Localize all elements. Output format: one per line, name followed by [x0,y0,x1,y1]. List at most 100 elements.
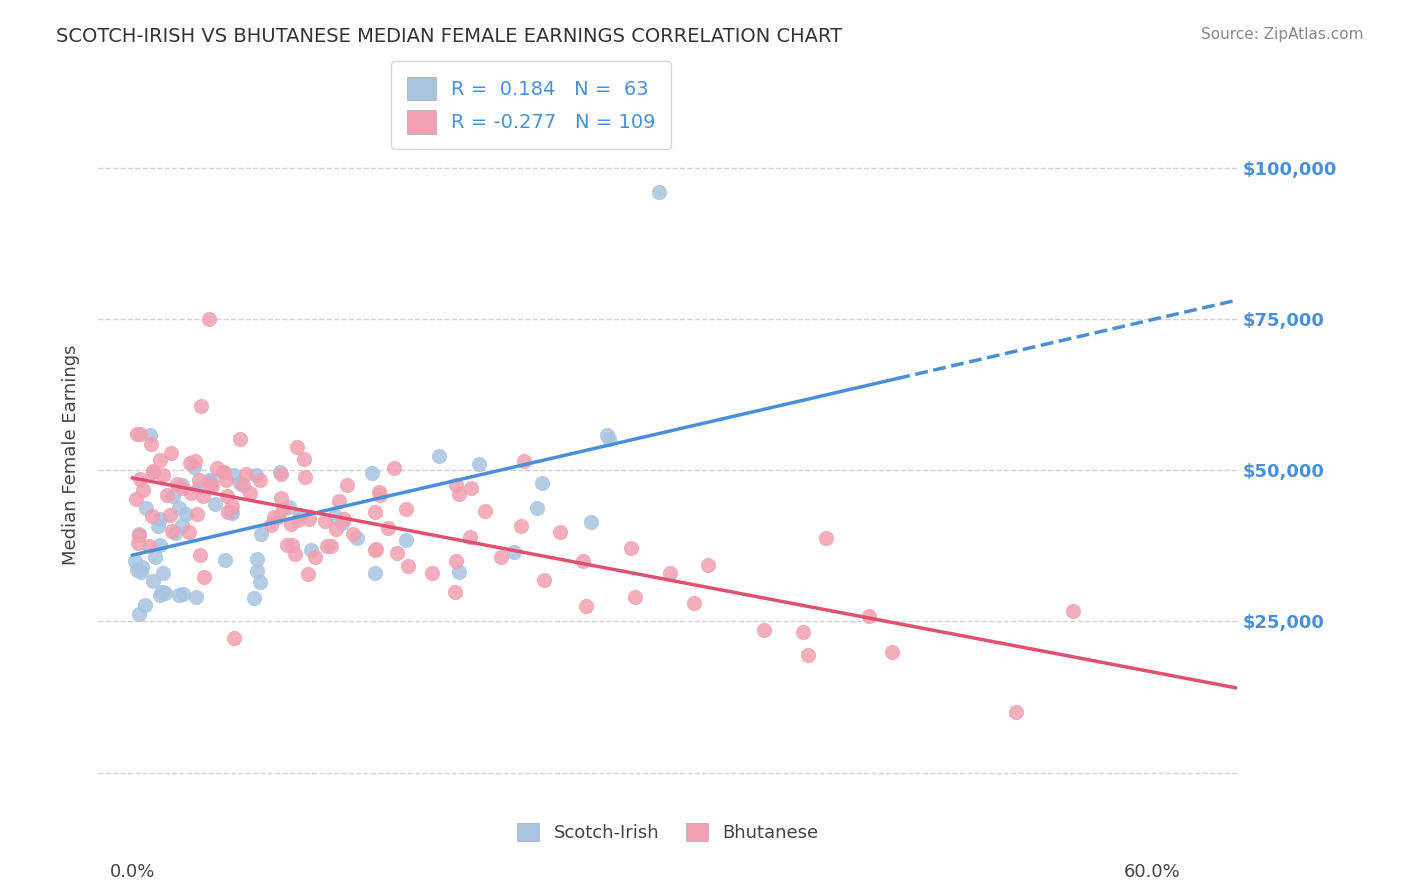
Point [179,456,201,470]
Point [183,460,205,475]
Point [526,500,548,515]
Point [166,477,188,491]
Point [215,489,238,503]
Point [132,483,155,498]
Point [243,591,266,606]
Point [188,474,211,488]
Point [159,508,181,523]
Point [179,524,201,539]
Point [214,553,236,567]
Point [420,566,443,581]
Point [394,501,416,516]
Point [659,566,682,580]
Point [368,484,391,499]
Point [221,506,243,520]
Point [245,467,267,482]
Point [364,566,387,581]
Point [190,399,212,413]
Point [648,185,671,199]
Point [294,470,316,484]
Point [150,585,173,599]
Point [156,488,179,502]
Point [292,452,315,467]
Point [212,466,235,480]
Point [170,481,193,495]
Point [444,554,467,568]
Point [205,461,228,475]
Point [246,552,269,566]
Point [149,538,172,552]
Point [314,514,336,528]
Point [149,453,172,467]
Point [1062,604,1084,618]
Point [186,591,208,605]
Point [304,550,326,565]
Point [325,509,347,524]
Point [128,607,150,622]
Point [346,531,368,545]
Point [792,624,814,639]
Point [502,545,524,559]
Point [138,540,160,554]
Point [245,564,267,578]
Point [219,505,242,519]
Point [146,519,169,533]
Point [270,467,292,482]
Point [180,486,202,500]
Point [198,473,221,487]
Text: 0.0%: 0.0% [110,863,155,881]
Point [165,525,187,540]
Point [198,477,221,491]
Point [235,467,257,482]
Point [624,590,647,604]
Text: 60.0%: 60.0% [1123,863,1181,881]
Point [550,524,572,539]
Point [270,491,292,506]
Legend: Scotch-Irish, Bhutanese: Scotch-Irish, Bhutanese [510,815,825,849]
Point [858,608,880,623]
Point [460,481,482,495]
Point [249,575,271,590]
Point [297,566,319,581]
Point [361,466,384,480]
Point [447,566,470,580]
Point [142,464,165,478]
Point [316,539,339,553]
Point [269,465,291,479]
Point [276,538,298,552]
Point [468,457,491,471]
Point [149,588,172,602]
Point [285,440,308,454]
Point [250,527,273,541]
Point [696,558,718,572]
Point [533,574,555,588]
Point [382,460,405,475]
Point [188,548,211,562]
Point [139,427,162,442]
Point [880,645,903,659]
Point [170,518,193,533]
Point [239,486,262,500]
Point [222,467,245,482]
Point [280,516,302,531]
Point [193,570,215,584]
Point [224,631,246,645]
Point [281,538,304,552]
Point [186,507,208,521]
Point [200,474,222,488]
Point [135,500,157,515]
Point [620,541,643,555]
Point [215,473,238,487]
Point [396,559,419,574]
Point [170,478,193,492]
Point [184,453,207,467]
Y-axis label: Median Female Earnings: Median Female Earnings [62,344,80,566]
Point [221,500,243,514]
Point [201,479,224,493]
Point [427,449,450,463]
Point [204,497,226,511]
Point [188,481,211,495]
Point [754,623,776,637]
Point [267,509,290,524]
Point [128,527,150,541]
